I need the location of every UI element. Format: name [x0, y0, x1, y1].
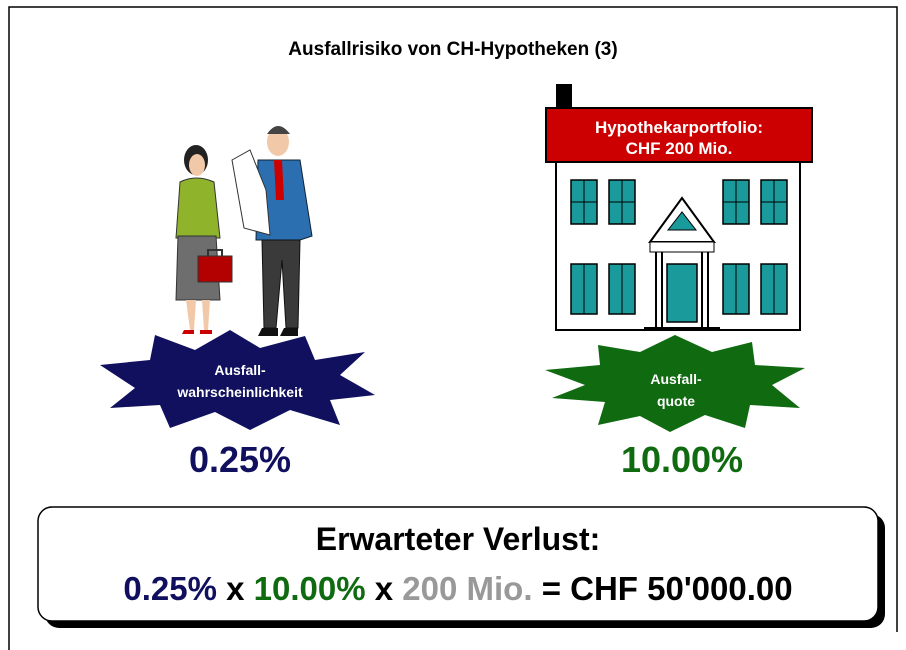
quote-value: 10.00% [621, 439, 743, 480]
burst-label: wahrscheinlichkeit [176, 384, 303, 400]
burst-label: quote [657, 393, 695, 409]
house-sign-line: Hypothekarportfolio: [595, 118, 763, 137]
people-illustration [175, 126, 313, 336]
formula-part: 200 Mio. [402, 570, 532, 607]
result-formula: 0.25% x 10.00% x 200 Mio. = CHF 50'000.0… [123, 570, 792, 607]
result-box [37, 506, 879, 622]
house-sign-line: CHF 200 Mio. [626, 139, 733, 158]
formula-part: x [226, 570, 245, 607]
formula-part: = CHF 50'000.00 [542, 570, 793, 607]
slide-frame [8, 6, 898, 650]
house-illustration [545, 84, 813, 331]
formula-part: 0.25% [123, 570, 217, 607]
slide-title: Ausfallrisiko von CH-Hypotheken (3) [288, 39, 617, 60]
probability-value: 0.25% [189, 439, 291, 480]
formula-part: 10.00% [254, 570, 366, 607]
burst-label: Ausfall- [214, 362, 266, 378]
formula-part: x [375, 570, 394, 607]
left-burst [100, 330, 375, 430]
right-burst [545, 335, 805, 432]
burst-label: Ausfall- [650, 371, 702, 387]
result-heading: Erwarteter Verlust: [316, 521, 601, 557]
